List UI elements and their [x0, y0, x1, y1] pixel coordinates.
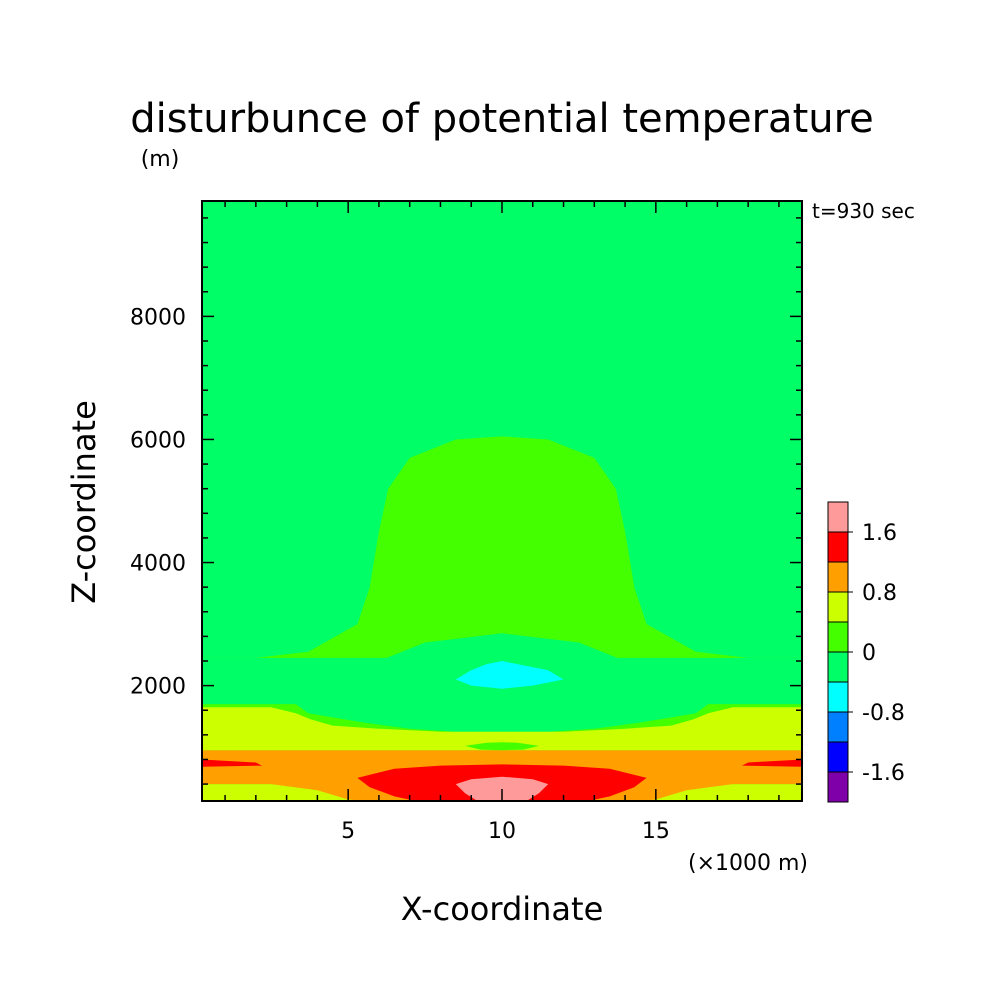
x-tick-label: 10 — [488, 819, 516, 844]
y-tick-label: 4000 — [130, 552, 186, 577]
colorbar-swatch — [827, 531, 849, 563]
colorbar-swatch — [827, 501, 849, 533]
x-unit-label: (×1000 m) — [688, 851, 808, 876]
y-tick-label: 8000 — [130, 305, 186, 330]
colorbar-tick-label: 1.6 — [862, 521, 897, 546]
x-tick-label: 5 — [341, 819, 355, 844]
colorbar-swatch — [827, 681, 849, 713]
contour-region-3 — [455, 661, 564, 689]
contour-region-4 — [202, 707, 802, 751]
colorbar-tick-labels: -1.6 -0.8 0 0.8 1.6 — [848, 521, 905, 786]
units-label: (m) — [141, 147, 180, 172]
colorbar-tick-label: 0.8 — [862, 581, 897, 606]
chart-title: disturbunce of potential temperature — [130, 96, 874, 142]
y-axis-label: Z-coordinate — [65, 400, 103, 604]
y-tick-label: 6000 — [130, 428, 186, 453]
x-axis-label: X-coordinate — [401, 890, 604, 928]
x-tick-label: 15 — [642, 819, 670, 844]
contour-region-11 — [465, 742, 539, 751]
axis-ticks — [202, 201, 802, 801]
time-label: t=930 sec — [812, 199, 915, 223]
colorbar-swatch — [827, 771, 849, 803]
contour-region-10 — [455, 776, 549, 801]
y-tick-labels: 2000 4000 6000 8000 — [130, 305, 186, 699]
x-tick-labels: 5 10 15 — [341, 819, 670, 844]
colorbar-swatch — [827, 591, 849, 623]
colorbar-swatch — [827, 561, 849, 593]
contour-regions — [202, 436, 802, 801]
contour-region-9 — [742, 759, 802, 767]
colorbar-swatch — [827, 741, 849, 773]
contour-region-8 — [202, 759, 262, 767]
colorbar-tick-label: 0 — [862, 641, 876, 666]
colorbar-swatch — [827, 651, 849, 683]
colorbar-tick-label: -1.6 — [862, 761, 905, 786]
y-tick-label: 2000 — [130, 675, 186, 700]
colorbar — [827, 501, 849, 803]
colorbar-tick-label: -0.8 — [862, 701, 905, 726]
colorbar-swatch — [827, 711, 849, 743]
colorbar-swatch — [827, 621, 849, 653]
